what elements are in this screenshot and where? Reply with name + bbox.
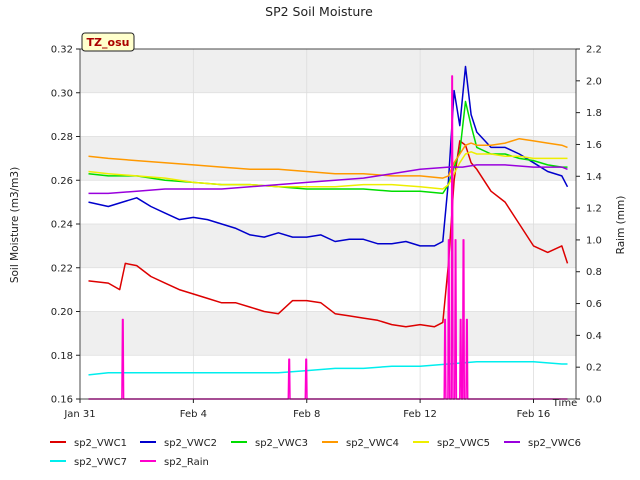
x-axis-label: Time [552,398,577,409]
x-tick-label: Jan 31 [63,409,95,420]
y2-tick-label: 1.2 [586,204,602,215]
y-tick-label: 0.30 [51,88,73,99]
legend-label: sp2_VWC7 [74,457,127,468]
legend-label: sp2_VWC6 [528,438,581,449]
legend-label: sp2_VWC1 [74,438,127,449]
y-tick-label: 0.20 [51,307,73,318]
legend-label: sp2_VWC3 [255,438,308,449]
y2-tick-label: 1.6 [586,140,602,151]
series-line-sp2-vwc6 [88,164,568,195]
y2-tick-label: 1.4 [586,172,602,183]
x-tick-label: Feb 4 [180,409,207,420]
background-band [80,311,576,356]
y-tick-label: 0.26 [51,176,73,187]
y2-tick-label: 0.8 [586,267,602,278]
series-line-sp2-vwc2 [88,65,569,247]
y2-tick-label: 0.2 [586,363,602,374]
legend-label: sp2_Rain [164,457,209,468]
legend-label: sp2_VWC4 [346,438,399,449]
legend-label: sp2_VWC5 [437,438,490,449]
site-label: TZ_osu [87,36,130,49]
y2-tick-label: 1.8 [586,108,602,119]
series-line-sp2-vwc7 [88,361,568,376]
x-tick-label: Feb 8 [293,409,320,420]
y2-tick-label: 2.2 [586,45,602,56]
series-line-sp2-vwc4 [88,137,568,179]
x-tick-label: Feb 16 [517,409,551,420]
legend-label: sp2_VWC2 [164,438,217,449]
y-axis-label: Soil Moisture (m3/m3) [9,167,21,283]
series-line-sp2-vwc5 [88,151,568,190]
y2-axis-label: Raim (mm) [615,196,627,255]
background-band [80,224,576,268]
chart-title: SP2 Soil Moisture [265,4,373,19]
y-tick-label: 0.24 [51,220,73,231]
y2-tick-label: 0.0 [586,395,602,406]
background-bands [80,49,576,356]
y2-axis-ticks: 0.0 0.2 0.4 0.6 0.8 1.0 1.2 1.4 1.6 1.8 2.0 2.2 [576,45,602,406]
y-axis-ticks: 0.16 0.18 0.20 0.22 0.24 0.26 0.28 0.30 0.32 [51,45,80,406]
y2-tick-label: 2.0 [586,76,602,87]
x-axis-ticks: Jan 31 Feb 4 Feb 8 Feb 12 Feb 16 [63,399,550,420]
y2-tick-label: 0.4 [586,331,602,342]
site-label-box [81,32,135,52]
y-tick-label: 0.32 [51,45,73,56]
y-tick-label: 0.16 [51,395,73,406]
series-line-sp2-vwc1 [88,140,569,328]
y2-tick-label: 1.0 [586,235,602,246]
y-tick-label: 0.28 [51,132,73,143]
x-tick-label: Feb 12 [403,409,437,420]
background-band [80,49,576,93]
y-tick-label: 0.18 [51,351,73,362]
legend: sp2_VWC1 sp2_VWC2 sp2_VWC3 sp2_VWC4 sp2_VWC5… [50,438,581,468]
y2-tick-label: 0.6 [586,299,602,310]
y-tick-label: 0.22 [51,263,73,274]
